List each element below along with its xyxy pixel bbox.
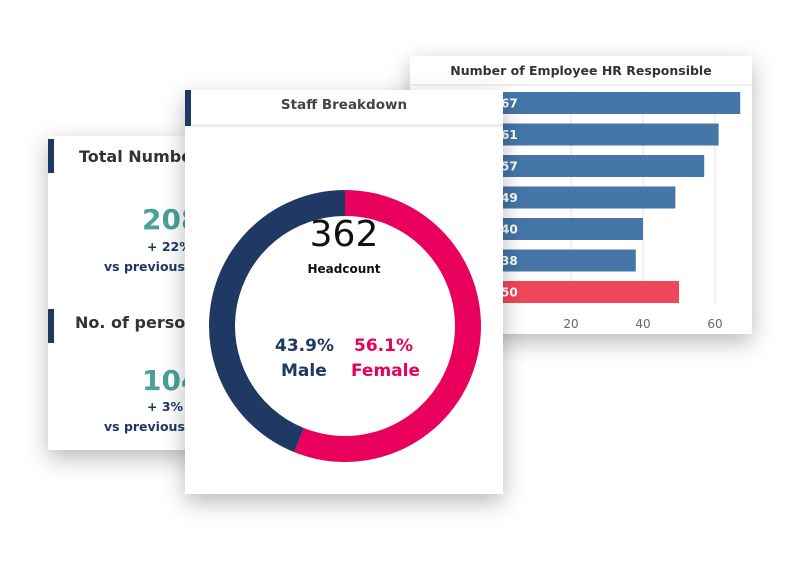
staff-breakdown-donut: [208, 190, 481, 462]
male-label: Male: [281, 361, 327, 381]
bar-value-label: 38: [501, 254, 518, 268]
kpi-accent-bar: [48, 309, 54, 343]
donut-slice-female: [294, 190, 481, 462]
kpi-accent-bar: [48, 139, 54, 173]
persons-title: No. of persons: [75, 313, 198, 332]
persons-comparison: vs previous r: [104, 419, 196, 434]
total-number-title: Total Number: [79, 147, 198, 166]
bar-value-label: 40: [501, 223, 518, 237]
total-number-comparison: vs previous r: [104, 259, 196, 274]
bar-chart-title: Number of Employee HR Responsible: [450, 63, 712, 78]
x-tick-label: 40: [635, 317, 650, 331]
headcount-label: Headcount: [307, 262, 381, 276]
persons-change: + 3%: [147, 399, 184, 414]
bar-value-label: 49: [501, 191, 518, 205]
staff-breakdown-card: Staff Breakdown 362 Headcount 43.9% Male…: [185, 90, 503, 494]
x-tick-label: 20: [563, 317, 578, 331]
female-label: Female: [351, 361, 420, 381]
donut-title-divider: [191, 124, 503, 127]
bar-value-label: 67: [501, 97, 518, 111]
donut-slice-male: [208, 190, 345, 453]
total-number-change: + 22%: [147, 239, 192, 254]
bar-value-label: 50: [501, 286, 518, 300]
bar-value-label: 61: [501, 128, 518, 142]
donut-accent-bar: [185, 90, 191, 126]
bar-title-divider: [410, 84, 752, 86]
donut-chart-title: Staff Breakdown: [280, 97, 408, 113]
headcount-value: 362: [309, 214, 379, 255]
female-percent: 56.1%: [354, 336, 413, 356]
kpi-card: Total Number 208 + 22% vs previous r No.…: [48, 136, 198, 450]
x-tick-label: 60: [707, 317, 722, 331]
bar-value-label: 57: [501, 160, 518, 174]
male-percent: 43.9%: [275, 336, 334, 356]
